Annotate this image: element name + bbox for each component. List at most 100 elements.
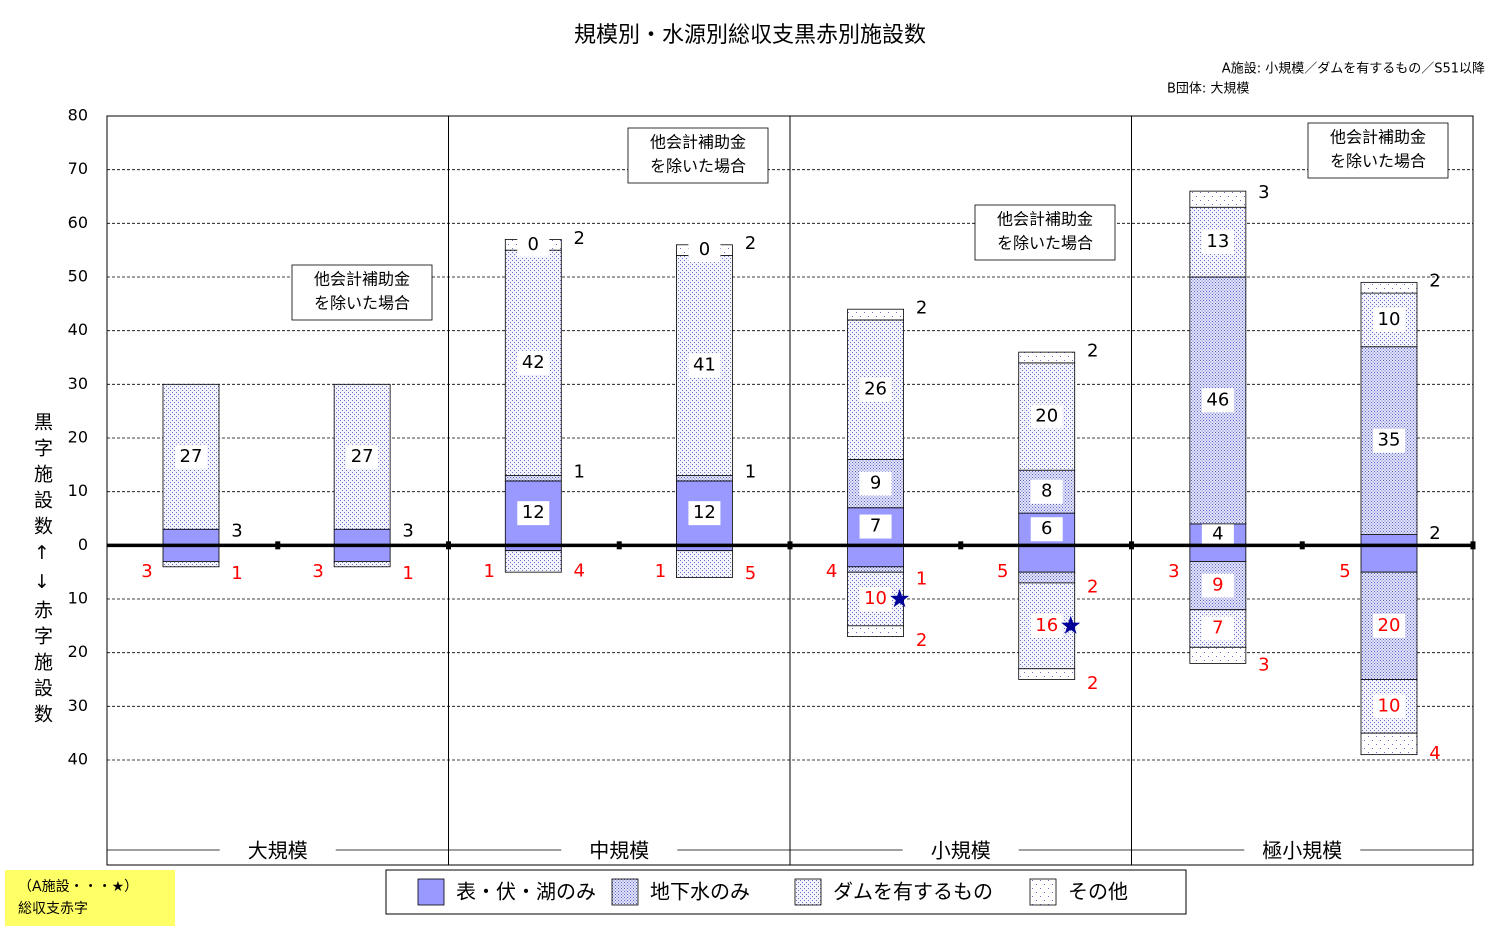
y-tick-label: 30 bbox=[68, 374, 88, 393]
data-label: 2 bbox=[1087, 577, 1098, 598]
group-label-bg bbox=[561, 836, 678, 864]
label-bg bbox=[1373, 428, 1405, 453]
data-label: 42 bbox=[522, 352, 545, 373]
zero-tick bbox=[446, 541, 451, 550]
data-label: 10 bbox=[1378, 309, 1401, 330]
bar-segment bbox=[333, 528, 391, 546]
data-label: 2 bbox=[1429, 523, 1440, 544]
label-bg bbox=[1373, 694, 1405, 719]
label-bg bbox=[1030, 613, 1063, 638]
data-label: 6 bbox=[1041, 518, 1052, 539]
label-bg bbox=[859, 471, 892, 496]
legend-label: その他 bbox=[1068, 880, 1128, 904]
bar-segment bbox=[1018, 351, 1076, 364]
label-bg bbox=[1201, 616, 1234, 641]
label-bg bbox=[1201, 573, 1234, 598]
data-label: 3 bbox=[1168, 561, 1179, 582]
bar-segment bbox=[1360, 281, 1418, 294]
data-label: 20 bbox=[1035, 406, 1058, 427]
callout: 他会計補助金 bbox=[314, 270, 410, 289]
label-bg bbox=[517, 232, 550, 257]
label-bg bbox=[1201, 388, 1234, 413]
data-label: 3 bbox=[312, 561, 323, 582]
bar-segment bbox=[333, 544, 391, 562]
bar-segment bbox=[162, 528, 220, 546]
label-bg bbox=[1373, 613, 1405, 638]
callout: 他会計補助金 bbox=[650, 133, 746, 152]
callout: を除いた場合 bbox=[997, 234, 1093, 253]
label-bg bbox=[1373, 307, 1405, 332]
group-label: 大規模 bbox=[248, 839, 308, 863]
label-bg bbox=[859, 377, 892, 402]
data-label: 2 bbox=[1429, 271, 1440, 292]
label-bg bbox=[346, 444, 379, 469]
data-label: 4 bbox=[826, 561, 837, 582]
callout: を除いた場合 bbox=[1330, 152, 1426, 171]
zero-tick bbox=[1299, 541, 1305, 550]
y-tick-label: 70 bbox=[68, 159, 88, 178]
label-bg bbox=[1030, 479, 1063, 504]
data-label: 1 bbox=[916, 568, 927, 589]
y-tick-label: 80 bbox=[68, 106, 88, 125]
chart-title: 規模別・水源別総収支黒赤別施設数 bbox=[574, 23, 926, 48]
data-label: 12 bbox=[693, 502, 716, 523]
label-bg bbox=[859, 587, 892, 611]
data-label: 3 bbox=[402, 520, 413, 541]
legend-swatch bbox=[1029, 878, 1057, 906]
data-label: 2 bbox=[574, 228, 585, 249]
data-label: 16 bbox=[1035, 615, 1058, 636]
data-label: 10 bbox=[1378, 695, 1401, 716]
bar-segment bbox=[676, 475, 733, 482]
data-label: 7 bbox=[1212, 618, 1223, 639]
data-label: 1 bbox=[745, 461, 756, 482]
data-label: 9 bbox=[870, 473, 881, 494]
data-label: 3 bbox=[1258, 654, 1269, 675]
bar-segment bbox=[162, 544, 220, 562]
data-label: 5 bbox=[745, 563, 756, 584]
data-label: 10 bbox=[864, 588, 887, 609]
callout-box bbox=[1307, 122, 1449, 179]
data-label: 7 bbox=[870, 516, 881, 537]
y-tick-label: 10 bbox=[68, 589, 88, 608]
note-box bbox=[5, 870, 175, 926]
group-label: 中規模 bbox=[589, 839, 649, 863]
legend-swatch bbox=[794, 878, 822, 906]
zero-tick bbox=[275, 541, 281, 550]
group-label-bg bbox=[219, 836, 336, 864]
data-label: 46 bbox=[1206, 389, 1229, 410]
label-bg bbox=[517, 501, 550, 526]
bar-segment bbox=[847, 308, 904, 321]
data-label: 3 bbox=[141, 561, 152, 582]
callout: 他会計補助金 bbox=[997, 210, 1093, 229]
data-label: 2 bbox=[916, 298, 927, 319]
data-label: 2 bbox=[916, 630, 927, 651]
bar-segment bbox=[847, 625, 904, 637]
zero-tick bbox=[1470, 541, 1476, 550]
legend-label: 表・伏・湖のみ bbox=[456, 880, 596, 904]
bar-segment bbox=[676, 550, 733, 578]
data-label: 27 bbox=[180, 446, 203, 467]
data-label: 5 bbox=[997, 561, 1008, 582]
callout: を除いた場合 bbox=[650, 157, 746, 176]
callout-box bbox=[291, 264, 433, 321]
note: 総収支赤字 bbox=[18, 901, 88, 917]
y-tick-label: 20 bbox=[68, 642, 88, 661]
bar-segment bbox=[1189, 646, 1247, 664]
subtitle: A施設: 小規模／ダムを有するもの／S51以降 bbox=[1222, 61, 1485, 77]
data-label: 4 bbox=[1429, 743, 1440, 764]
data-label: 0 bbox=[528, 234, 539, 255]
bar-segment bbox=[1360, 732, 1418, 756]
group-label: 極小規模 bbox=[1262, 839, 1342, 863]
zero-tick bbox=[958, 541, 964, 550]
bar-segment bbox=[1018, 544, 1076, 573]
data-label: 41 bbox=[693, 355, 716, 376]
callout: 他会計補助金 bbox=[1330, 128, 1426, 147]
label-bg bbox=[1201, 522, 1234, 547]
subtitle: B団体: 大規模 bbox=[1167, 82, 1249, 97]
data-label: 2 bbox=[1087, 341, 1098, 362]
y-tick-label: 20 bbox=[68, 428, 88, 447]
data-label: 12 bbox=[522, 502, 545, 523]
label-bg bbox=[688, 238, 721, 263]
callout: を除いた場合 bbox=[314, 294, 410, 313]
